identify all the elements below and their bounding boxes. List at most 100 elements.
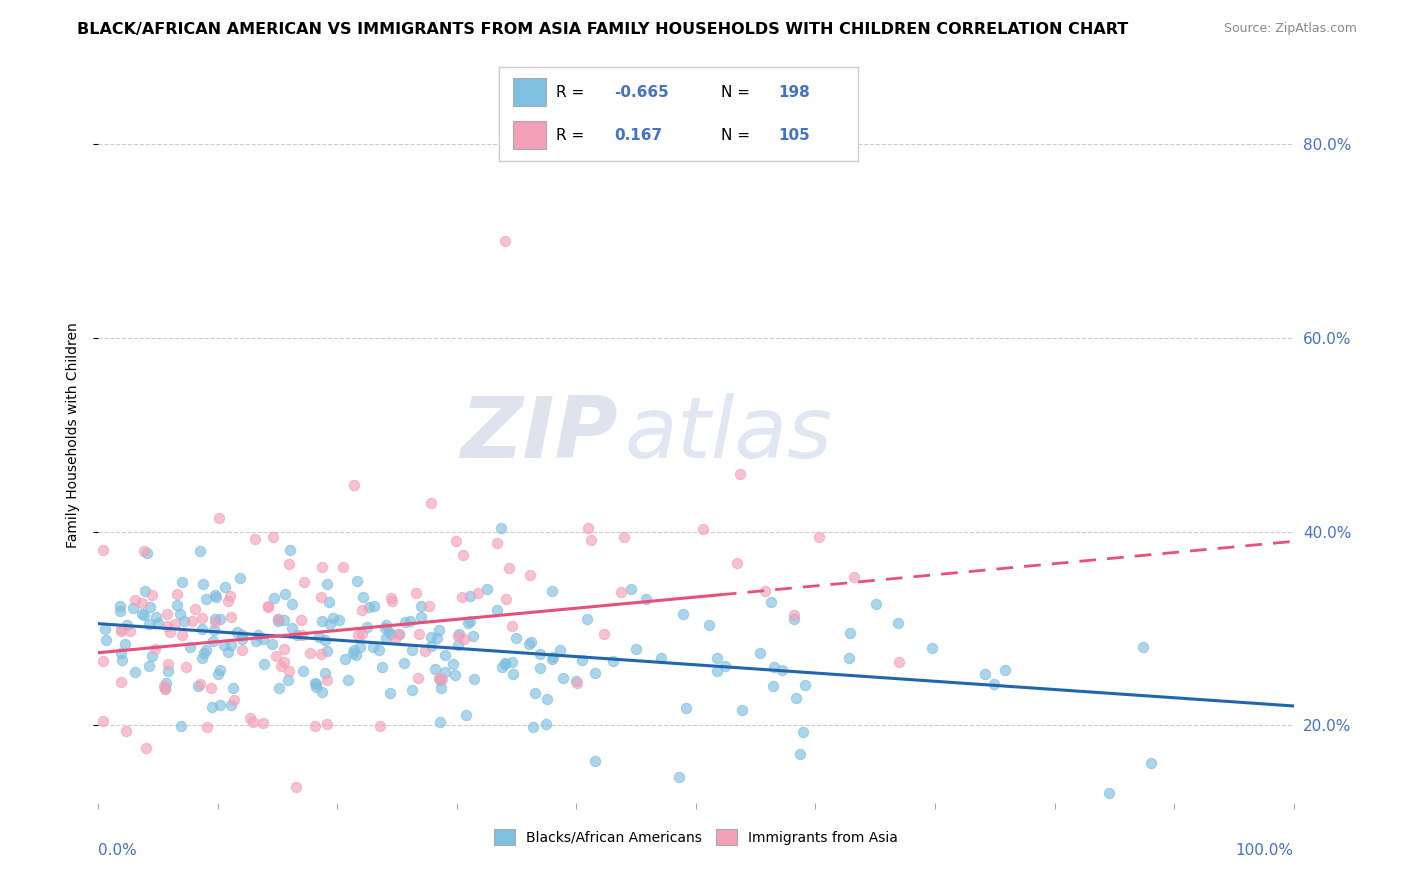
Point <box>714 658 737 673</box>
Point <box>494 656 516 670</box>
Point <box>208 698 231 712</box>
Point <box>333 652 356 666</box>
Point <box>176 660 198 674</box>
Point <box>273 641 295 656</box>
Point <box>672 607 695 621</box>
Point <box>347 628 370 642</box>
Point <box>212 638 235 652</box>
Point <box>361 640 384 654</box>
Point <box>368 719 391 733</box>
Point <box>413 644 436 658</box>
Point <box>456 708 478 723</box>
Point <box>409 610 432 624</box>
Point <box>754 584 776 599</box>
Point <box>419 640 441 654</box>
Point <box>191 611 214 625</box>
Point <box>139 599 162 614</box>
Point <box>460 589 482 603</box>
Point <box>153 679 176 693</box>
Point <box>467 585 489 599</box>
Point <box>1132 640 1154 655</box>
Point <box>613 530 636 544</box>
Point <box>291 628 314 642</box>
Point <box>429 673 451 687</box>
Point <box>91 543 114 558</box>
Point <box>110 604 132 618</box>
Point <box>311 685 333 699</box>
Point <box>179 640 201 654</box>
Point <box>401 683 423 698</box>
Point <box>392 657 415 671</box>
Point <box>110 674 132 689</box>
Point <box>124 665 146 679</box>
Point <box>408 626 430 640</box>
Point <box>446 533 468 548</box>
Point <box>352 590 374 604</box>
Point <box>583 665 606 680</box>
Text: -0.665: -0.665 <box>614 85 669 100</box>
Legend: Blacks/African Americans, Immigrants from Asia: Blacks/African Americans, Immigrants fro… <box>489 823 903 851</box>
Point <box>783 612 806 626</box>
Point <box>406 671 429 685</box>
Point <box>427 623 450 637</box>
Point <box>305 676 328 690</box>
Point <box>194 642 217 657</box>
Point <box>785 690 807 705</box>
Point <box>380 686 402 700</box>
Point <box>974 667 997 681</box>
Point <box>195 591 218 606</box>
Text: R =: R = <box>557 128 585 143</box>
Point <box>706 651 728 665</box>
Point <box>453 549 475 563</box>
Point <box>838 651 860 665</box>
Point <box>195 720 218 734</box>
Point <box>304 719 326 733</box>
Point <box>494 657 516 671</box>
Point <box>252 632 274 646</box>
Point <box>367 642 389 657</box>
Point <box>430 672 453 686</box>
Point <box>489 521 512 535</box>
Point <box>311 647 333 661</box>
Point <box>159 624 181 639</box>
Point <box>380 627 402 641</box>
Point <box>377 625 399 640</box>
Point <box>314 633 336 648</box>
Point <box>118 624 141 638</box>
Point <box>267 612 290 626</box>
Point <box>486 603 509 617</box>
Point <box>188 677 211 691</box>
Point <box>461 629 484 643</box>
Point <box>620 582 643 597</box>
Point <box>166 598 188 612</box>
Point <box>262 530 284 544</box>
Point <box>270 658 292 673</box>
Point <box>565 673 588 688</box>
Point <box>447 627 470 641</box>
Point <box>380 591 402 606</box>
Point <box>401 643 423 657</box>
Point <box>994 663 1017 677</box>
Point <box>132 543 155 558</box>
Point <box>541 650 564 665</box>
Point <box>520 635 543 649</box>
Point <box>136 546 159 560</box>
Point <box>550 643 572 657</box>
Point <box>807 530 830 544</box>
Point <box>181 614 204 628</box>
Text: 0.167: 0.167 <box>614 128 662 143</box>
Point <box>285 628 308 642</box>
Point <box>668 770 690 784</box>
Point <box>352 627 374 641</box>
Point <box>153 681 176 695</box>
Point <box>522 720 544 734</box>
Text: 198: 198 <box>779 85 810 100</box>
Point <box>1140 756 1163 770</box>
Text: 0.0%: 0.0% <box>98 843 138 858</box>
Point <box>636 591 658 606</box>
Point <box>193 646 215 660</box>
Point <box>375 618 398 632</box>
Point <box>322 611 344 625</box>
Point <box>374 621 396 635</box>
Point <box>731 703 754 717</box>
